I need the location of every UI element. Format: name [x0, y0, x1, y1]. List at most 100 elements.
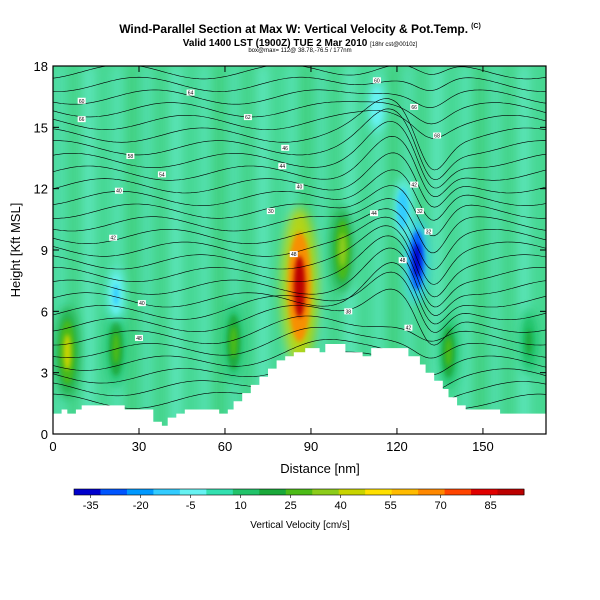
isentrope-label-bg [109, 234, 118, 241]
colorbar-swatch [100, 489, 128, 495]
isentrope-label-bg [77, 116, 86, 123]
isentrope-label-group: 60 [372, 77, 381, 84]
colorbar-swatch [391, 489, 419, 495]
isentrope-label-group: 42 [109, 234, 118, 242]
isentrope-label-group: 40 [295, 183, 304, 191]
isentrope-label: 48 [400, 258, 406, 264]
isentrope-label-bg [243, 114, 252, 121]
y-tick-label: 18 [34, 59, 48, 74]
field-band [125, 66, 141, 434]
field-band [169, 66, 185, 434]
isentrope-line [53, 216, 546, 285]
field-band [140, 66, 156, 434]
isentrope-label-group: 58 [126, 152, 135, 160]
colorbar-tick-label: 25 [285, 500, 297, 512]
updraft-core [338, 233, 347, 267]
isentrope-label: 32 [417, 209, 423, 215]
colorbar-tick-label: -35 [83, 500, 99, 512]
isentrope-label: 48 [136, 336, 142, 342]
colorbar-tick-label: 85 [485, 500, 497, 512]
field-band [183, 66, 199, 434]
isentrope-label-bg [410, 181, 419, 188]
colorbar-swatch [285, 489, 313, 495]
field-band [82, 66, 98, 434]
field-band [198, 66, 214, 434]
isentrope-label-group: 30 [266, 208, 275, 215]
field-band [473, 66, 489, 434]
isentrope-line [53, 327, 546, 359]
isentrope-line [53, 101, 546, 125]
colorbar-tick-label: 70 [435, 500, 447, 512]
isentrope-label-bg [278, 163, 287, 170]
updraft-core [112, 332, 120, 364]
isentrope-label-group: 40 [114, 187, 123, 195]
field-band [212, 66, 228, 434]
field-band [372, 66, 388, 434]
y-tick-label: 12 [34, 182, 48, 197]
isentrope-label: 54 [159, 172, 165, 178]
downdraft-core [413, 243, 421, 277]
isentrope-label: 46 [282, 146, 288, 152]
isentrope-label: 48 [291, 252, 297, 258]
y-tick-label: 3 [41, 366, 48, 381]
x-axis-label: Distance [nm] [280, 461, 359, 476]
colorbar-swatch [259, 489, 287, 495]
isentrope-labels: 66 60 64 62 58 54 40 46 44 40 30 42 40 48 48 44 42 32 32 68… [77, 77, 442, 342]
colorbar-swatch [153, 489, 181, 495]
isentrope-label: 40 [297, 185, 303, 191]
isentrope-label: 60 [374, 78, 380, 84]
isentrope-label-bg [398, 257, 407, 264]
isentrope-line [53, 108, 546, 180]
isentrope-label: 42 [411, 183, 417, 189]
isentrope-label-bg [137, 300, 146, 307]
field-band [314, 66, 330, 434]
colorbar-swatch [418, 489, 446, 495]
updraft-core [293, 255, 306, 318]
isentrope-line [53, 339, 546, 376]
isentrope-label-bg [370, 210, 379, 217]
isentrope-label-bg [415, 208, 424, 215]
isentrope-label: 44 [371, 211, 377, 217]
isentrope-label-bg [281, 144, 290, 151]
isentrope-label: 44 [280, 164, 286, 170]
isentrope-label-group: 46 [281, 144, 290, 152]
colorbar-tick-label: 55 [385, 500, 397, 512]
updraft-core [63, 334, 72, 371]
isentrope-line [53, 198, 546, 254]
isentrope-label: 42 [406, 326, 412, 332]
isentrope-label-group: 40 [137, 300, 146, 307]
isentrope-line [53, 225, 546, 298]
x-tick-label: 90 [304, 439, 318, 454]
isentrope-line [53, 208, 546, 270]
isentrope-line [53, 271, 546, 333]
isentrope-label-group: 54 [157, 171, 166, 178]
isentrope-label-group: 32 [424, 228, 433, 236]
isentrope-label: 38 [345, 309, 351, 315]
y-tick-label: 0 [41, 427, 48, 442]
field-band [502, 66, 518, 434]
terrain-mask [53, 344, 546, 434]
isentrope-line [53, 235, 546, 308]
colorbar-frame [73, 488, 525, 496]
colorbar-swatch [312, 489, 340, 495]
colorbar-swatch [179, 489, 207, 495]
velocity-cores [55, 81, 539, 399]
isentrope-label-group: 48 [289, 251, 298, 258]
y-axis-label: Height [Kft MSL] [8, 203, 23, 298]
chart-subtitle-text: Valid 1400 LST (1900Z) TUE 2 Mar 2010 [182, 38, 368, 49]
colorbar-swatch [74, 489, 101, 495]
chart-subtitle: Valid 1400 LST (1900Z) TUE 2 Mar 2010 [1… [0, 38, 600, 49]
isentrope-line [53, 288, 546, 346]
x-tick-label: 30 [132, 439, 146, 454]
isentrope-label: 30 [268, 209, 274, 215]
isentrope-label-bg [344, 308, 353, 315]
isentrope-label: 40 [116, 189, 122, 195]
isentrope-label: 58 [128, 154, 134, 160]
colorbar-tick-label: -20 [133, 500, 149, 512]
colorbar-swatch [206, 489, 234, 495]
chart-title: Wind-Parallel Section at Max W: Vertical… [0, 22, 600, 36]
y-tick-label: 6 [41, 304, 48, 319]
colorbar-tick-label: 10 [235, 500, 247, 512]
y-tick-label: 9 [41, 243, 48, 258]
